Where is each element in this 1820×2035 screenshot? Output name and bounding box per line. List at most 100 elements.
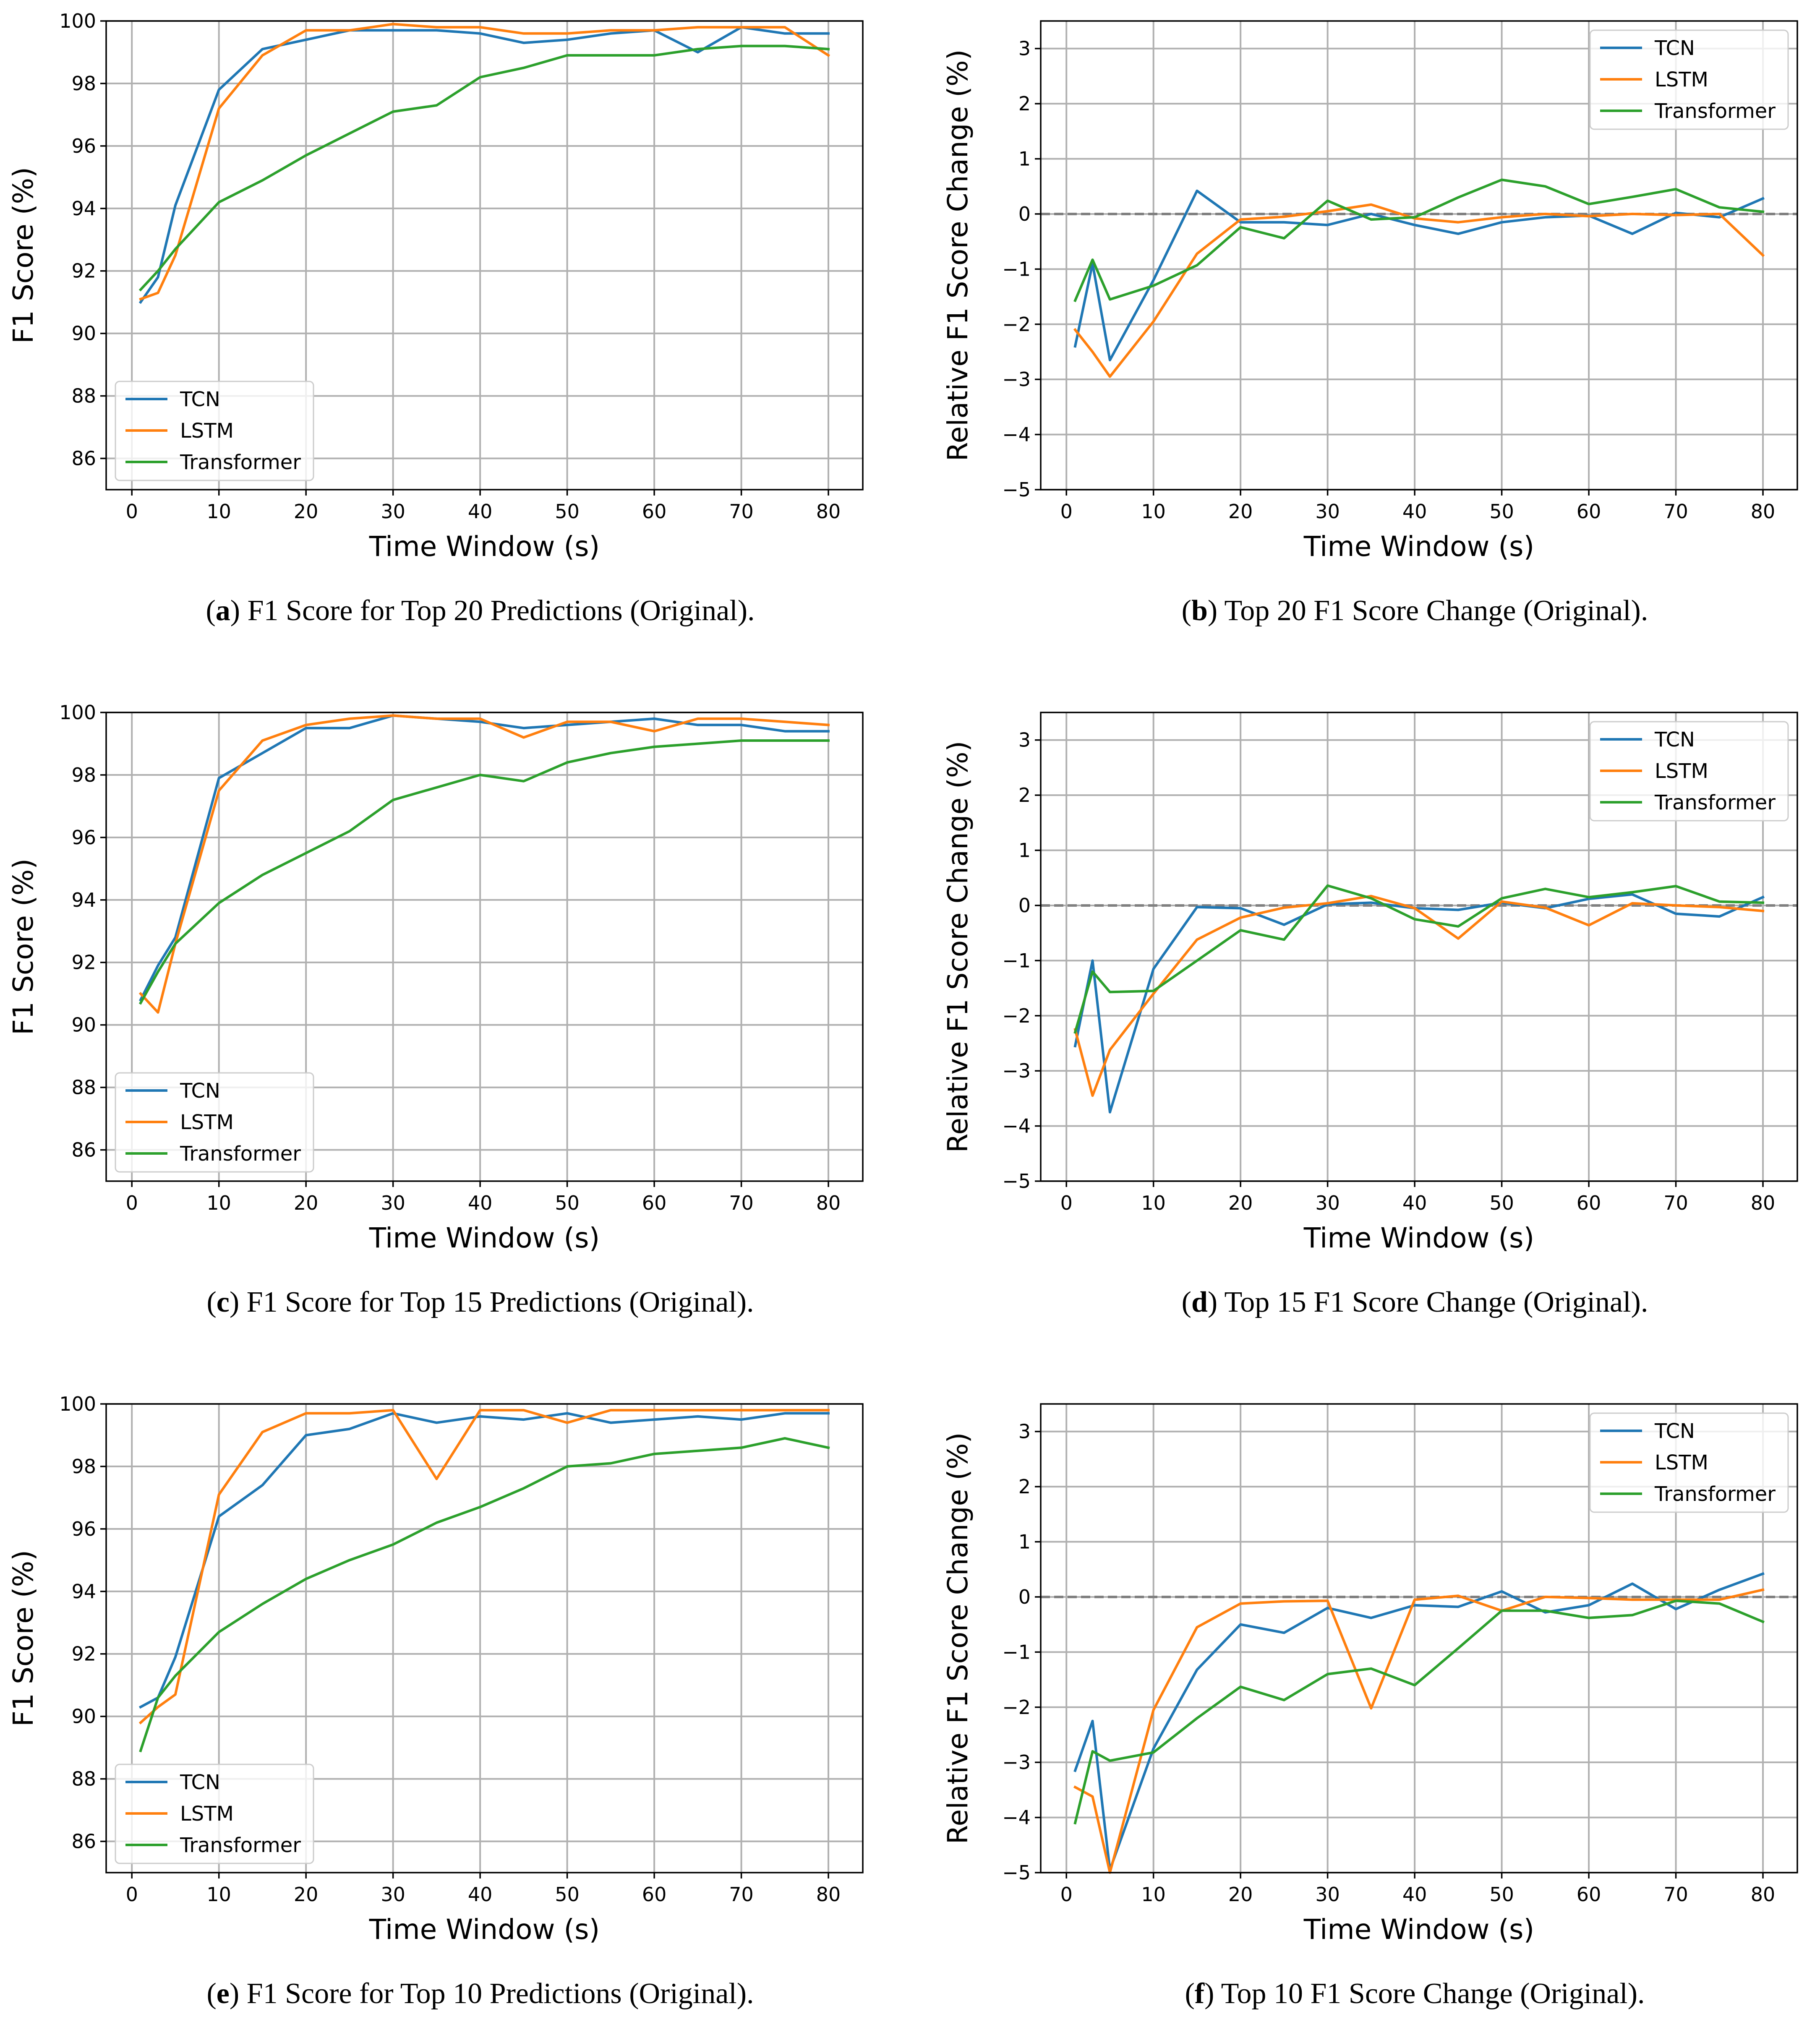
chart-a-xtick-label-8: 80 xyxy=(816,500,841,523)
chart-f-ytick-label-7: 2 xyxy=(1018,1475,1031,1498)
chart-a-ytick-label-0: 86 xyxy=(71,447,96,470)
chart-b-ytick-label-0: −5 xyxy=(1002,478,1031,501)
chart-f-plot-frame xyxy=(1040,1403,1798,1873)
chart-e-plot-frame xyxy=(105,1403,864,1873)
chart-c-caption-paren-open: ( xyxy=(206,1286,216,1318)
chart-c-legend-label-tcn: TCN xyxy=(180,1079,220,1103)
chart-b-plot-frame xyxy=(1040,20,1798,490)
chart-e-legend-label-lstm: LSTM xyxy=(180,1802,234,1826)
chart-e-legend-label-tcn: TCN xyxy=(180,1771,220,1794)
chart-a-series-tcn-line xyxy=(138,26,830,304)
chart-b-xtick-label-6: 60 xyxy=(1577,500,1601,523)
chart-f-xtick-label-0: 0 xyxy=(1060,1883,1073,1906)
chart-b-legend-label-tcn: TCN xyxy=(1654,37,1695,60)
chart-e-series-tcn-line xyxy=(138,1412,830,1709)
chart-e-xtick-label-8: 80 xyxy=(816,1883,841,1906)
chart-d-plot-frame xyxy=(1040,712,1798,1182)
chart-a-ytick-label-2: 90 xyxy=(71,322,96,345)
chart-a-xtick-label-2: 20 xyxy=(294,500,319,523)
chart-e-legend: TCN LSTM Transformer xyxy=(115,1764,314,1864)
chart-d-ytick-label-4: −1 xyxy=(1002,949,1031,972)
chart-d-panel: 0 10 20 30 40 50 60 70 80 −5 −4 −3 −2 −1 0 1 2 3 Time Wind… xyxy=(942,712,1798,1318)
chart-a-xtick-label-3: 30 xyxy=(381,500,405,523)
chart-e-caption-letter: e xyxy=(217,1978,230,2010)
chart-a-xtick-label-5: 50 xyxy=(555,500,580,523)
chart-c-ytick-label-7: 100 xyxy=(59,701,96,724)
chart-c-ytick-label-1: 88 xyxy=(71,1076,96,1099)
chart-d-ytick-label-3: −2 xyxy=(1002,1004,1031,1027)
chart-e-series-transformer-line xyxy=(139,1437,830,1753)
chart-e-xtick-label-0: 0 xyxy=(126,1883,138,1906)
chart-d-caption-letter: d xyxy=(1191,1286,1208,1318)
chart-d-caption-text: Top 15 F1 Score Change (Original). xyxy=(1224,1286,1648,1318)
chart-e-ytick-label-5: 96 xyxy=(71,1518,96,1540)
chart-d-caption-paren-open: ( xyxy=(1182,1286,1191,1318)
chart-d-xtick-label-5: 50 xyxy=(1489,1192,1514,1214)
chart-f-caption-text: Top 10 F1 Score Change (Original). xyxy=(1221,1978,1645,2010)
chart-b-xtick-label-7: 70 xyxy=(1663,500,1688,523)
chart-c-plot-frame xyxy=(105,712,864,1182)
chart-f-xtick-label-7: 70 xyxy=(1663,1883,1688,1906)
chart-a-ytick-label-6: 98 xyxy=(71,72,96,95)
chart-a-legend-box xyxy=(115,381,314,481)
chart-a-xtick-label-7: 70 xyxy=(729,500,754,523)
chart-f-caption: (f) Top 10 F1 Score Change (Original). xyxy=(1185,1978,1645,2010)
chart-a-ytick-label-4: 94 xyxy=(71,197,96,220)
chart-c-series-transformer-line xyxy=(138,739,830,1005)
chart-b-caption-paren-close: ) xyxy=(1208,595,1225,627)
chart-e-caption-text: F1 Score for Top 10 Predictions (Origina… xyxy=(247,1978,754,2010)
chart-e-caption: (e) F1 Score for Top 10 Predictions (Ori… xyxy=(206,1978,754,2010)
chart-f-legend-label-transformer: Transformer xyxy=(1654,1482,1776,1506)
chart-c-caption-text: F1 Score for Top 15 Predictions (Origina… xyxy=(247,1286,754,1318)
chart-a-legend: TCN LSTM Transformer xyxy=(115,381,314,481)
chart-f-panel: 0 10 20 30 40 50 60 70 80 −5 −4 −3 −2 −1 0 1 2 3 Time Wind… xyxy=(942,1403,1798,2010)
chart-b-xtick-label-4: 40 xyxy=(1402,500,1427,523)
chart-d-series-transformer-line xyxy=(1073,884,1765,1034)
chart-e-legend-box xyxy=(115,1764,314,1864)
chart-b-ytick-label-5: 0 xyxy=(1018,203,1031,225)
chart-b-xtick-label-0: 0 xyxy=(1060,500,1073,523)
chart-f-caption-paren-open: ( xyxy=(1185,1978,1194,2010)
chart-a-ytick-label-5: 96 xyxy=(71,135,96,157)
chart-e-ylabel: F1 Score (%) xyxy=(7,1550,39,1727)
chart-c-legend: TCN LSTM Transformer xyxy=(115,1072,314,1173)
chart-d-xtick-label-1: 10 xyxy=(1141,1192,1166,1214)
chart-f-ytick-label-0: −5 xyxy=(1002,1861,1031,1884)
chart-f-ytick-label-1: −4 xyxy=(1002,1806,1031,1829)
chart-d-legend-label-tcn: TCN xyxy=(1654,728,1695,751)
chart-a-ytick-label-3: 92 xyxy=(71,260,96,282)
chart-c-series-tcn-line xyxy=(138,714,830,1002)
chart-d-ytick-label-0: −5 xyxy=(1002,1170,1031,1192)
chart-c-legend-label-transformer: Transformer xyxy=(180,1142,301,1166)
chart-e-ytick-label-3: 92 xyxy=(71,1643,96,1665)
chart-a-series-transformer-line xyxy=(138,44,830,292)
chart-f-ytick-label-5: 0 xyxy=(1018,1586,1031,1608)
chart-d-xlabel: Time Window (s) xyxy=(1303,1222,1535,1254)
chart-e-xtick-label-1: 10 xyxy=(206,1883,231,1906)
chart-f-xtick-label-1: 10 xyxy=(1141,1883,1166,1906)
chart-a-xtick-label-6: 60 xyxy=(642,500,667,523)
chart-f-xtick-label-8: 80 xyxy=(1751,1883,1776,1906)
chart-c-xtick-label-7: 70 xyxy=(729,1192,754,1214)
chart-b-panel: 0 10 20 30 40 50 60 70 80 −5 −4 −3 −2 −1 0 1 2 3 Time Wind… xyxy=(942,20,1798,627)
chart-b-xtick-label-1: 10 xyxy=(1141,500,1166,523)
chart-f-ytick-label-6: 1 xyxy=(1018,1531,1031,1553)
chart-e-ytick-label-0: 86 xyxy=(71,1830,96,1853)
chart-e-ytick-label-7: 100 xyxy=(59,1393,96,1415)
chart-f-ytick-label-4: −1 xyxy=(1002,1641,1031,1663)
chart-a-caption-text: F1 Score for Top 20 Predictions (Origina… xyxy=(248,595,755,627)
chart-f-series-tcn-line xyxy=(1073,1572,1765,1871)
chart-d-xtick-label-0: 0 xyxy=(1060,1192,1073,1214)
chart-b-ylabel: Relative F1 Score Change (%) xyxy=(942,50,974,462)
chart-b-xtick-label-2: 20 xyxy=(1228,500,1253,523)
chart-c-ytick-label-5: 96 xyxy=(71,826,96,849)
chart-a-caption-paren-close: ) xyxy=(230,595,248,627)
chart-c-xtick-label-6: 60 xyxy=(642,1192,667,1214)
chart-f-xtick-label-4: 40 xyxy=(1402,1883,1427,1906)
chart-a-legend-label-transformer: Transformer xyxy=(180,451,301,474)
chart-b-xtick-label-5: 50 xyxy=(1489,500,1514,523)
chart-d-ytick-label-7: 2 xyxy=(1018,784,1031,806)
chart-c-xtick-label-1: 10 xyxy=(206,1192,231,1214)
chart-b-series-lstm-line xyxy=(1073,203,1765,378)
chart-c-legend-label-lstm: LSTM xyxy=(180,1111,234,1134)
